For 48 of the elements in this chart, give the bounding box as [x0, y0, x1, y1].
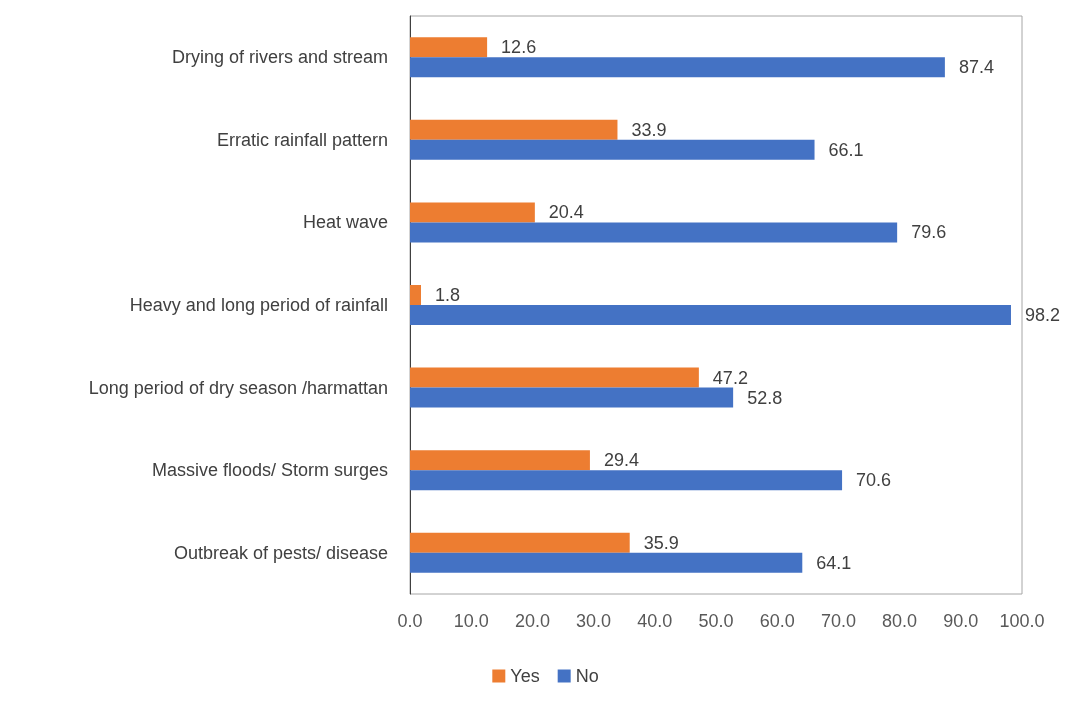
bar	[410, 470, 843, 491]
bar	[410, 305, 1011, 325]
bar	[410, 37, 488, 58]
data-label: 79.6	[911, 222, 947, 243]
bar	[410, 139, 815, 160]
x-tick-label: 70.0	[820, 611, 856, 631]
x-tick-label: 30.0	[576, 611, 612, 631]
bar	[410, 222, 898, 243]
bar	[410, 532, 630, 553]
bar	[410, 119, 618, 140]
data-label: 33.9	[631, 119, 667, 140]
data-label: 98.2	[1024, 305, 1061, 325]
y-tick-label: Drying of rivers and stream	[171, 47, 388, 68]
data-label: 52.8	[747, 387, 783, 408]
x-tick-label: 0.0	[397, 611, 423, 631]
data-label: 87.4	[958, 57, 994, 78]
data-label: 12.6	[501, 37, 537, 58]
x-tick-label: 50.0	[698, 611, 734, 631]
data-label: 20.4	[548, 202, 584, 223]
y-tick-label: Long period of dry season /harmattan	[88, 377, 388, 398]
data-label: 64.1	[816, 552, 852, 573]
y-tick-label: Outbreak of pests/ disease	[173, 542, 388, 563]
data-label: 35.9	[643, 532, 679, 553]
legend-label: Yes	[510, 666, 540, 686]
x-tick-label: 20.0	[514, 611, 550, 631]
bar	[410, 57, 945, 78]
x-tick-label: 10.0	[453, 611, 489, 631]
bar	[410, 450, 590, 471]
data-label: 66.1	[828, 139, 864, 160]
x-tick-label: 60.0	[759, 611, 795, 631]
bar	[410, 367, 699, 388]
data-label: 47.2	[712, 367, 748, 388]
x-tick-label: 90.0	[943, 611, 979, 631]
data-label: 29.4	[603, 450, 639, 471]
y-tick-label: Heavy and long period of rainfall	[129, 295, 388, 315]
bar	[410, 202, 535, 223]
x-tick-label: 100.0	[999, 611, 1045, 631]
data-label: 1.8	[435, 285, 461, 305]
y-tick-label: Erratic rainfall pattern	[216, 129, 388, 150]
bar	[410, 552, 803, 573]
x-tick-label: 80.0	[882, 611, 918, 631]
data-label: 70.6	[856, 470, 892, 491]
y-tick-label: Heat wave	[302, 212, 388, 233]
bar	[410, 285, 422, 305]
x-tick-label: 40.0	[637, 611, 673, 631]
legend-label: No	[575, 666, 599, 686]
bar	[410, 387, 734, 408]
y-tick-label: Massive floods/ Storm surges	[151, 460, 388, 481]
